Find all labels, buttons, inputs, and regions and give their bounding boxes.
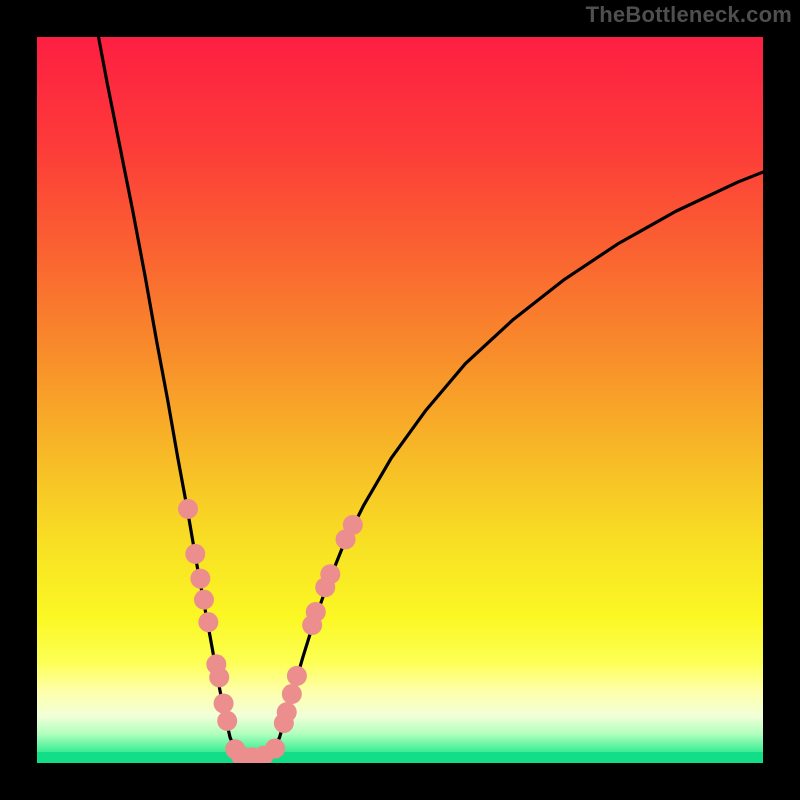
plot-area: [37, 37, 763, 763]
data-marker: [217, 711, 237, 731]
data-marker: [265, 738, 285, 758]
data-marker: [190, 569, 210, 589]
chart-overlay: [37, 37, 763, 763]
data-marker: [178, 499, 198, 519]
marker-group: [178, 499, 363, 763]
data-marker: [343, 515, 363, 535]
data-marker: [214, 693, 234, 713]
data-marker: [306, 602, 326, 622]
data-marker: [198, 612, 218, 632]
data-marker: [287, 666, 307, 686]
data-marker: [282, 684, 302, 704]
data-marker: [277, 702, 297, 722]
data-marker: [320, 564, 340, 584]
attribution-text: TheBottleneck.com: [586, 2, 792, 28]
curve-left-branch: [96, 37, 237, 752]
data-marker: [194, 590, 214, 610]
curve-right-branch: [273, 166, 763, 752]
figure-canvas: TheBottleneck.com: [0, 0, 800, 800]
data-marker: [185, 544, 205, 564]
data-marker: [209, 667, 229, 687]
